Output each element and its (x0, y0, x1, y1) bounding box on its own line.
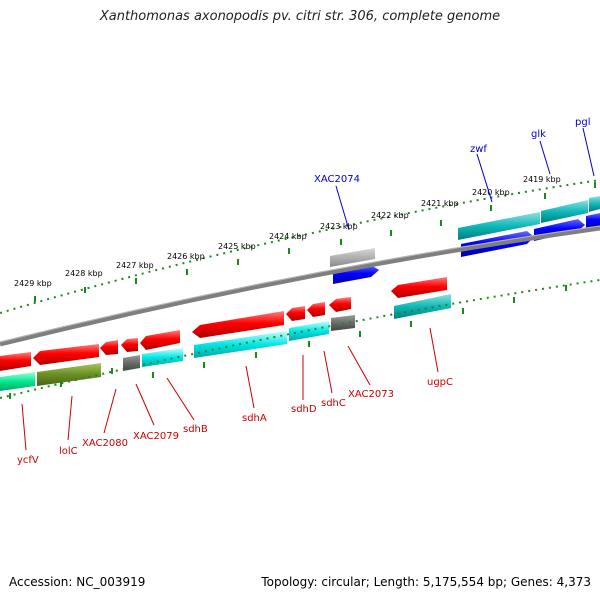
gene-label-sdhB[interactable]: sdhB (183, 424, 208, 435)
outer-dotted-track (0, 179, 600, 314)
leader-XAC2079 (135, 383, 155, 426)
gene-pgl[interactable] (586, 213, 600, 228)
leader-ycfV (21, 403, 27, 451)
kbp-label: 2424 kbp (269, 232, 307, 241)
leader-lolC (67, 395, 73, 441)
leader-ugpC (429, 327, 439, 373)
gene-XAC2073[interactable] (329, 297, 351, 312)
gene-sdhC[interactable] (307, 302, 325, 317)
gene-label-XAC2074[interactable]: XAC2074 (314, 174, 360, 185)
gene-ugpC-rna[interactable] (394, 294, 451, 319)
reverse-label-leaders (21, 327, 439, 451)
leader-sdhA (245, 365, 255, 409)
gene-pgl-rna[interactable] (589, 196, 600, 212)
gene-sdhD[interactable] (286, 306, 305, 321)
gene-label-XAC2080[interactable]: XAC2080 (82, 438, 128, 449)
kbp-label: 2428 kbp (65, 269, 103, 278)
leader-pgl (582, 127, 595, 177)
gene-label-XAC2079[interactable]: XAC2079 (133, 431, 179, 442)
inner-tick-track (0, 279, 600, 399)
gene-ugpC[interactable] (391, 277, 447, 298)
kbp-label: 2425 kbp (218, 242, 256, 251)
kbp-label: 2419 kbp (523, 175, 561, 184)
kbp-label: 2423 kbp (320, 222, 358, 231)
gene-ycfV[interactable] (0, 352, 31, 371)
leader-sdhC (323, 350, 333, 394)
gene-label-XAC2073[interactable]: XAC2073 (348, 389, 394, 400)
gene-label-lolC[interactable]: lolC (59, 446, 78, 457)
reverse-gene-labels: ycfV lolC XAC2080 XAC2079 sdhB sdhA sdhD… (17, 377, 453, 466)
leader-XAC2073 (347, 345, 371, 386)
gene-label-sdhD[interactable]: sdhD (291, 404, 317, 415)
gene-zwf-rna[interactable] (458, 212, 540, 240)
outer-tick-track (0, 179, 600, 314)
gene-XAC2079[interactable] (121, 338, 138, 352)
kbp-labels: 2429 kbp 2428 kbp 2427 kbp 2426 kbp 2425… (14, 175, 561, 288)
gene-label-sdhA[interactable]: sdhA (242, 413, 267, 424)
kbp-label: 2427 kbp (116, 261, 154, 270)
gene-lolC-rna[interactable] (37, 363, 101, 386)
topology-text: Topology: circular; Length: 5,175,554 bp… (261, 575, 591, 589)
gene-XAC2074-rna[interactable] (330, 248, 375, 267)
genome-backbone (0, 225, 600, 347)
gene-sdhB-rna[interactable] (142, 348, 183, 367)
gene-XAC2080[interactable] (100, 340, 118, 355)
kbp-label: 2420 kbp (472, 188, 510, 197)
leader-sdhB (166, 377, 195, 421)
kbp-label: 2429 kbp (14, 279, 52, 288)
inner-dotted-track (0, 279, 600, 399)
gene-ycfV-rna[interactable] (0, 372, 35, 391)
map-title: Xanthomonas axonopodis pv. citri str. 30… (99, 9, 501, 24)
accession-text: Accession: NC_003919 (9, 575, 146, 589)
leader-glk (539, 140, 551, 175)
kbp-label: 2426 kbp (167, 252, 205, 261)
gene-label-ugpC[interactable]: ugpC (427, 377, 453, 388)
gene-label-ycfV[interactable]: ycfV (17, 455, 39, 466)
gene-glk-rna[interactable] (541, 200, 588, 223)
leader-zwf (476, 153, 493, 203)
forward-label-leaders (335, 127, 595, 231)
reverse-strand-genes (0, 277, 451, 391)
gene-XAC2080-rna[interactable] (123, 355, 140, 371)
leader-XAC2074 (335, 185, 350, 231)
leader-XAC2080 (103, 388, 117, 434)
gene-label-zwf[interactable]: zwf (470, 144, 487, 155)
gene-label-pgl[interactable]: pgl (575, 117, 590, 128)
forward-gene-labels: XAC2074 zwf glk pgl (314, 117, 590, 185)
gene-label-sdhC[interactable]: sdhC (321, 398, 346, 409)
kbp-label: 2422 kbp (371, 211, 409, 220)
gene-sdhB[interactable] (140, 330, 180, 350)
genome-backbone-highlight (0, 225, 600, 343)
forward-strand-genes (330, 196, 600, 284)
gene-label-glk[interactable]: glk (531, 129, 546, 140)
gene-lolC[interactable] (33, 344, 99, 365)
kbp-label: 2421 kbp (421, 199, 459, 208)
gene-sdhA[interactable] (192, 311, 284, 338)
